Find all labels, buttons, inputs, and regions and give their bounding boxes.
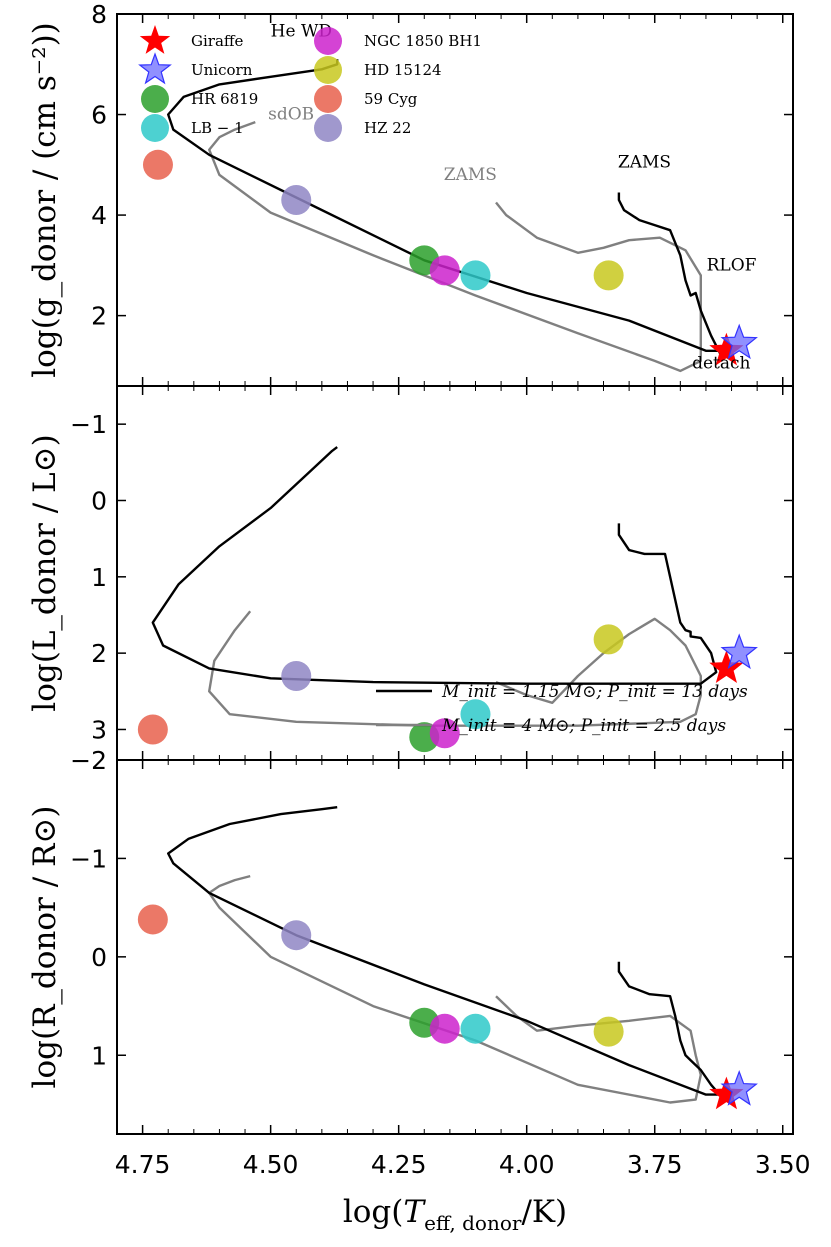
y-axis-title-logg: log(g_donor / (cm s⁻²)) xyxy=(27,22,63,378)
x-tick-label: 4.75 xyxy=(115,1150,171,1179)
legend-label-unicorn: Unicorn xyxy=(191,61,253,79)
annotation-zams: ZAMS xyxy=(618,152,671,172)
annotation-rlof: RLOF xyxy=(707,255,757,275)
y-tick-label: 0 xyxy=(91,486,107,515)
point-59-cyg-logL xyxy=(137,714,168,745)
point-hd-15124-logg xyxy=(593,260,624,291)
track-black-logL xyxy=(151,446,718,685)
legend-label-hz-22: HZ 22 xyxy=(364,119,411,137)
point-hd-15124-logL xyxy=(593,624,624,655)
legend-marker-lb-1 xyxy=(141,114,169,142)
point-ngc-1850-bh1-logR xyxy=(429,1013,460,1044)
legend-label-hd-15124: HD 15124 xyxy=(364,61,442,79)
x-tick-labels: 4.75 4.50 4.25 4.00 3.75 3.50 xyxy=(115,1150,811,1179)
point-lb-1-logR xyxy=(460,1013,491,1044)
y-tick-label: 1 xyxy=(91,1041,107,1070)
plot-area-logR xyxy=(137,806,758,1110)
point-ngc-1850-bh1-logL xyxy=(429,718,460,749)
track-legend: M_init = 1.15 M⊙; P_init = 13 days M_init… xyxy=(376,682,748,736)
panel-logR: 1 0 −1 −2 log(R_donor / R⊙) xyxy=(27,746,794,1135)
legend-marker-59-cyg xyxy=(314,85,342,113)
track-black-logg xyxy=(167,59,728,357)
track-black-logR xyxy=(167,806,728,1098)
legend-label-hr-6819: HR 6819 xyxy=(191,90,258,108)
y-tick-label: 3 xyxy=(91,715,107,744)
legend-label-59-cyg: 59 Cyg xyxy=(364,90,418,108)
point-59-cyg-logg xyxy=(142,149,173,180)
x-tick-label: 3.50 xyxy=(755,1150,811,1179)
track-gray-logL xyxy=(208,610,702,727)
legend-marker-hd-15124 xyxy=(314,56,342,84)
point-lb-1-logg xyxy=(460,260,491,291)
point-giraffe-logR xyxy=(709,1076,744,1110)
point-giraffe-logL xyxy=(709,650,744,683)
legend-marker-hr-6819 xyxy=(141,85,169,113)
y-tick-label: 4 xyxy=(91,201,107,230)
track-legend-label-1: M_init = 4 M⊙; P_init = 2.5 days xyxy=(441,716,726,736)
x-tick-label: 4.50 xyxy=(243,1150,299,1179)
y-tick-label: −1 xyxy=(70,844,107,873)
point-ngc-1850-bh1-logg xyxy=(429,255,460,286)
point-unicorn-logg xyxy=(720,323,758,360)
x-tick-label: 4.25 xyxy=(371,1150,427,1179)
y-axis-title-logR: log(R_donor / R⊙) xyxy=(27,806,63,1089)
track-gray-logg xyxy=(208,120,702,373)
point-giraffe-logg xyxy=(709,332,744,366)
y-tick-label: 1 xyxy=(91,563,107,592)
plot-area-logL xyxy=(137,446,758,753)
y-axis-title-logL: log(L_donor / L⊙) xyxy=(27,434,63,711)
legend-marker-unicorn xyxy=(138,52,172,85)
legend-label-lb-1: LB − 1 xyxy=(191,119,244,137)
annotation-sdob: sdOB xyxy=(268,105,314,125)
y-tick-label: −2 xyxy=(70,746,107,775)
point-hz-22-logL xyxy=(281,661,312,692)
annotation-zams: ZAMS xyxy=(444,165,497,185)
track-gray-logR xyxy=(208,874,702,1104)
y-tick-label: 2 xyxy=(91,639,107,668)
x-axis-title: log(Teff, donor/K) xyxy=(343,1194,567,1235)
y-tick-label: 6 xyxy=(91,101,107,130)
y-tick-label: 2 xyxy=(91,302,107,331)
legend-label-giraffe: Giraffe xyxy=(191,32,244,50)
point-unicorn-logL xyxy=(720,633,758,670)
point-lb-1-logL xyxy=(460,699,491,730)
frame-logR xyxy=(116,759,794,1135)
legend-marker-ngc-1850-bh1 xyxy=(314,27,342,55)
point-hz-22-logg xyxy=(281,185,312,215)
point-59-cyg-logR xyxy=(137,904,168,935)
object-legend: Giraffe Unicorn HR 6819 LB − 1 NGC 1850 BH1 H… xyxy=(138,25,482,142)
frame-logL xyxy=(116,385,794,761)
legend-marker-hz-22 xyxy=(314,114,342,142)
x-tick-label: 3.75 xyxy=(627,1150,683,1179)
track-legend-label-0: M_init = 1.15 M⊙; P_init = 13 days xyxy=(441,682,748,702)
y-tick-label: −1 xyxy=(70,410,107,439)
point-hz-22-logR xyxy=(281,920,312,951)
x-tick-label: 4.00 xyxy=(499,1150,555,1179)
y-tick-label: 0 xyxy=(91,943,107,972)
legend-marker-giraffe xyxy=(139,25,171,54)
y-tick-label: 8 xyxy=(91,0,107,29)
legend-label-ngc-1850-bh1: NGC 1850 BH1 xyxy=(364,32,482,50)
point-hd-15124-logR xyxy=(593,1016,624,1047)
annotation-detach: detach xyxy=(692,353,750,373)
point-unicorn-logR xyxy=(720,1069,758,1106)
